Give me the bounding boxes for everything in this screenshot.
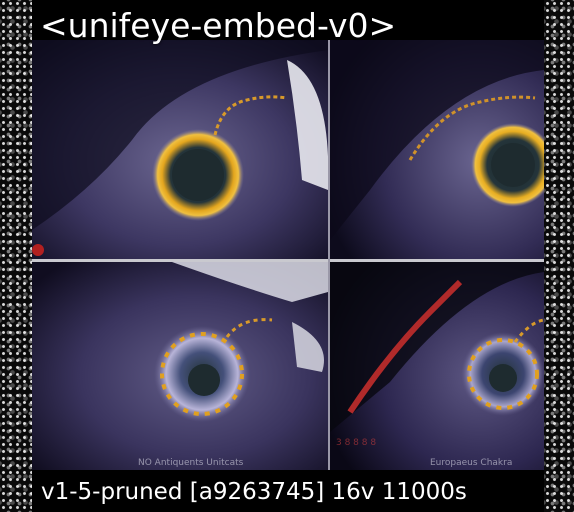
eye-artwork — [32, 262, 328, 470]
eye-artwork — [330, 262, 544, 470]
model-caption: v1-5-pruned [a9263745] 16v 11000s — [41, 479, 467, 505]
page-title: <unifeye-embed-v0> — [40, 6, 397, 45]
glitter-border-right — [544, 0, 574, 512]
panel-watermark: NO Antiquents Unitcats — [138, 458, 244, 468]
grid-divider-horizontal — [32, 259, 544, 262]
panel-watermark-right: Europaeus Chakra — [430, 458, 513, 468]
image-panel-bottom-left: NO Antiquents Unitcats — [32, 262, 328, 470]
eye-artwork — [330, 40, 544, 260]
glitter-border-left — [0, 0, 32, 512]
grid-divider-vertical — [328, 40, 330, 470]
image-panel-top-left — [32, 40, 328, 260]
caption-bar — [32, 474, 544, 512]
eye-artwork — [32, 40, 328, 260]
image-panel-bottom-right: 3 8 8 8 8 Europaeus Chakra — [330, 262, 544, 470]
image-panel-top-right — [330, 40, 544, 260]
panel-watermark-left: 3 8 8 8 8 — [336, 438, 377, 448]
